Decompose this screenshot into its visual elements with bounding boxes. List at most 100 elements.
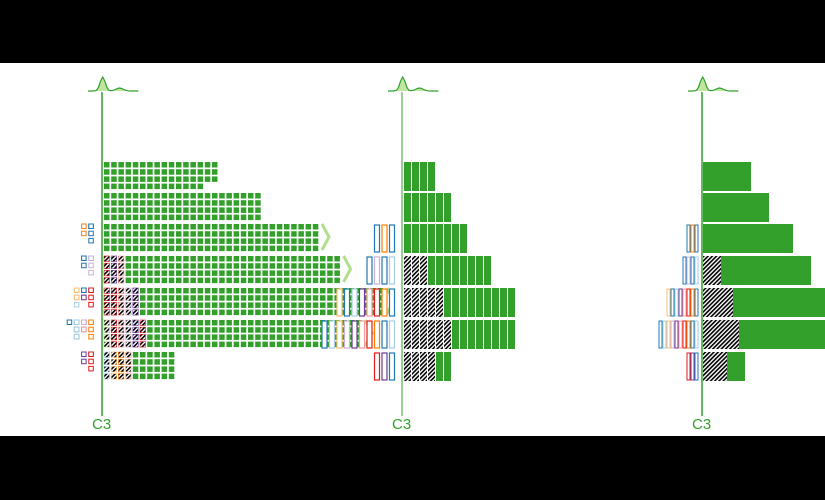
green-square xyxy=(168,200,175,206)
green-square xyxy=(183,270,189,276)
green-square xyxy=(197,256,204,262)
axis-label: C3 xyxy=(392,416,411,433)
green-square xyxy=(183,193,189,199)
green-square xyxy=(104,200,110,206)
green-square xyxy=(248,214,254,221)
green-square xyxy=(377,288,384,294)
hatched-square xyxy=(103,262,110,270)
green-square xyxy=(183,320,189,326)
green-square xyxy=(111,207,117,213)
outline-segment xyxy=(694,288,699,317)
green-square xyxy=(132,263,139,269)
green-square xyxy=(298,277,304,284)
green-square xyxy=(255,302,261,308)
green-square xyxy=(298,270,304,276)
hatched-square xyxy=(110,277,117,284)
green-square xyxy=(262,295,268,301)
green-square xyxy=(312,334,319,340)
hatched-square xyxy=(118,287,125,294)
outline-square xyxy=(88,294,94,301)
green-square xyxy=(212,245,218,252)
green-strip xyxy=(404,162,411,191)
outline-square xyxy=(88,287,94,293)
green-square xyxy=(190,270,196,276)
green-square xyxy=(168,214,175,221)
green-square xyxy=(140,162,146,168)
outline-segment xyxy=(686,288,691,317)
green-square xyxy=(204,288,211,294)
hatched-square xyxy=(125,319,132,326)
green-square xyxy=(255,341,261,348)
green-square xyxy=(125,277,132,284)
green-square xyxy=(226,334,232,340)
green-square xyxy=(312,231,319,237)
green-square xyxy=(370,288,376,294)
green-square xyxy=(291,231,297,237)
green-square xyxy=(161,270,168,276)
green-strip xyxy=(476,320,483,349)
hatched-square xyxy=(118,302,125,309)
green-square xyxy=(183,183,189,190)
green-strip xyxy=(428,162,435,191)
hatched-square xyxy=(103,255,110,262)
green-square xyxy=(104,231,110,237)
green-square xyxy=(190,288,196,294)
green-square xyxy=(197,270,204,276)
outline-square xyxy=(81,223,87,229)
hatched-square xyxy=(118,309,125,316)
green-square xyxy=(284,231,290,237)
green-square xyxy=(111,231,117,237)
green-square xyxy=(161,169,168,175)
green-square xyxy=(197,245,204,252)
green-square xyxy=(305,263,312,269)
hatched-square xyxy=(110,270,117,277)
green-square xyxy=(140,295,146,301)
outline-segment xyxy=(682,320,687,349)
outline-square xyxy=(81,262,87,269)
green-square xyxy=(168,176,175,182)
green-square xyxy=(291,309,297,316)
green-square xyxy=(219,193,225,199)
green-square xyxy=(197,288,204,294)
green-square xyxy=(269,231,276,237)
green-square xyxy=(183,214,189,221)
green-segment xyxy=(703,162,751,191)
hatched-square xyxy=(125,358,132,366)
green-square xyxy=(298,327,304,333)
green-square xyxy=(161,373,168,380)
green-square xyxy=(248,277,254,284)
green-square xyxy=(233,238,240,244)
green-square xyxy=(204,320,211,326)
green-square xyxy=(291,263,297,269)
green-square xyxy=(356,302,362,308)
green-square xyxy=(197,327,204,333)
hatched-square xyxy=(118,334,125,341)
hatched-square xyxy=(110,326,117,334)
green-square xyxy=(312,327,319,333)
green-square xyxy=(219,320,225,326)
green-square xyxy=(305,288,312,294)
green-square xyxy=(305,245,312,252)
outline-segment xyxy=(674,288,679,317)
green-square xyxy=(154,245,160,252)
green-square xyxy=(176,302,182,308)
green-square xyxy=(334,256,340,262)
green-strip xyxy=(460,320,467,349)
green-square xyxy=(183,327,189,333)
stacked-row xyxy=(666,288,825,317)
green-square xyxy=(197,176,204,182)
hatched-square xyxy=(125,294,132,302)
hatched-square xyxy=(110,262,117,270)
green-square xyxy=(118,169,124,175)
green-square xyxy=(305,277,312,284)
outline-strip xyxy=(351,320,358,349)
green-square xyxy=(147,162,153,168)
green-square xyxy=(204,263,211,269)
green-square xyxy=(226,238,232,244)
green-square xyxy=(140,256,146,262)
green-square xyxy=(197,193,204,199)
green-square xyxy=(291,245,297,252)
green-square xyxy=(183,238,189,244)
green-square xyxy=(240,245,247,252)
outline-segment xyxy=(686,224,691,253)
